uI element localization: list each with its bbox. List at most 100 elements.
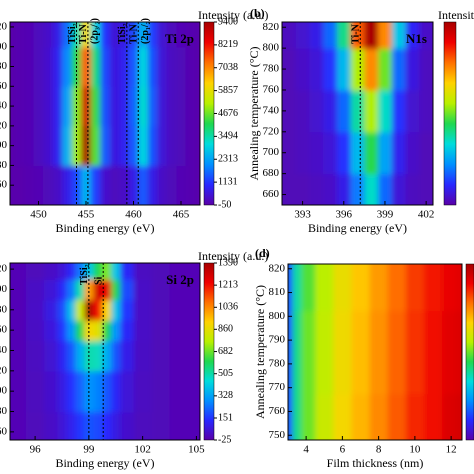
cell bbox=[66, 299, 77, 321]
cell bbox=[44, 299, 59, 321]
heatmap bbox=[10, 263, 200, 440]
cell bbox=[102, 299, 112, 321]
cell bbox=[24, 86, 35, 127]
x-tick-label: 102 bbox=[134, 444, 151, 456]
cell bbox=[43, 125, 54, 167]
cell bbox=[128, 46, 139, 87]
cell bbox=[292, 264, 303, 311]
colorbar-tick-label: 2313 bbox=[218, 154, 238, 165]
cell bbox=[187, 299, 200, 321]
cell bbox=[26, 299, 45, 321]
x-axis-label: Binding energy (eV) bbox=[55, 456, 154, 470]
cell bbox=[10, 22, 16, 48]
cell bbox=[433, 48, 444, 90]
cell bbox=[26, 319, 45, 341]
cell bbox=[166, 86, 177, 127]
cell bbox=[33, 125, 44, 167]
cell bbox=[391, 89, 407, 133]
cell bbox=[336, 48, 352, 91]
cell bbox=[90, 86, 101, 127]
cell bbox=[166, 46, 177, 87]
colorbar-tick-label: -25 bbox=[218, 434, 231, 445]
y-tick-label: 750 bbox=[269, 429, 286, 441]
cell bbox=[138, 86, 149, 127]
colorbar-tick-label: -50 bbox=[218, 199, 231, 210]
cell bbox=[369, 310, 389, 395]
x-axis-label: Binding energy (eV) bbox=[308, 221, 407, 235]
cell bbox=[120, 319, 135, 341]
y-tick-label: 660 bbox=[0, 425, 8, 437]
cell bbox=[301, 310, 316, 395]
colorbar-tick-label: 860 bbox=[218, 324, 233, 335]
y-tick-label: 820 bbox=[0, 263, 8, 275]
colorbar-label: Intensity (a.u.) bbox=[198, 8, 268, 22]
cell bbox=[90, 165, 101, 205]
cell bbox=[57, 319, 68, 341]
cell bbox=[102, 319, 112, 341]
cell bbox=[109, 165, 120, 205]
cell bbox=[26, 279, 45, 301]
cell bbox=[391, 22, 407, 49]
cell bbox=[147, 86, 158, 127]
cell bbox=[147, 22, 158, 48]
cell bbox=[315, 310, 334, 395]
cell bbox=[43, 22, 54, 48]
cell bbox=[75, 370, 85, 413]
cell bbox=[151, 319, 171, 341]
cell bbox=[169, 319, 189, 341]
cell bbox=[185, 46, 196, 87]
cell bbox=[309, 173, 324, 205]
heatmap bbox=[288, 264, 462, 440]
cell bbox=[133, 299, 153, 321]
annotation: TiSi₂ bbox=[117, 23, 128, 44]
cell bbox=[102, 340, 112, 372]
cell bbox=[44, 319, 59, 341]
cell bbox=[364, 173, 379, 205]
colorbar bbox=[203, 21, 215, 206]
cell bbox=[119, 46, 130, 87]
cell bbox=[52, 22, 63, 48]
cell bbox=[62, 165, 73, 205]
cell bbox=[333, 310, 353, 395]
y-tick-label: 800 bbox=[263, 42, 280, 54]
x-axis-label: Film thickness (nm) bbox=[327, 456, 424, 470]
cell bbox=[288, 393, 294, 440]
cell bbox=[292, 310, 303, 395]
cell bbox=[109, 86, 120, 127]
cell bbox=[301, 264, 316, 311]
cell bbox=[166, 22, 177, 48]
cell bbox=[14, 46, 25, 87]
cell bbox=[336, 89, 352, 133]
cell bbox=[176, 165, 187, 205]
cell bbox=[62, 46, 73, 87]
cell bbox=[138, 22, 149, 48]
cell bbox=[119, 22, 130, 48]
y-tick-label: 820 bbox=[0, 20, 8, 32]
cell bbox=[187, 370, 200, 413]
annotation: TiSi₂ bbox=[79, 264, 90, 285]
heatmap bbox=[10, 22, 200, 205]
cell bbox=[405, 48, 420, 91]
cell bbox=[351, 393, 371, 440]
y-tick-label: 820 bbox=[269, 262, 286, 274]
cell bbox=[419, 22, 433, 49]
cell bbox=[75, 411, 85, 440]
cell bbox=[147, 46, 158, 87]
cell bbox=[169, 340, 189, 372]
y-tick-label: 800 bbox=[269, 310, 286, 322]
cell bbox=[364, 48, 379, 91]
cell bbox=[405, 264, 425, 311]
cell bbox=[66, 279, 77, 301]
cell bbox=[111, 299, 121, 321]
cell bbox=[315, 393, 334, 440]
x-tick-label: 12 bbox=[446, 444, 457, 456]
cell bbox=[109, 22, 120, 48]
y-tick-label: 810 bbox=[269, 286, 286, 298]
cell bbox=[169, 279, 189, 301]
cell bbox=[26, 340, 45, 372]
colorbar-tick-label: 5857 bbox=[218, 85, 238, 96]
cell bbox=[33, 86, 44, 127]
cell bbox=[93, 299, 103, 321]
